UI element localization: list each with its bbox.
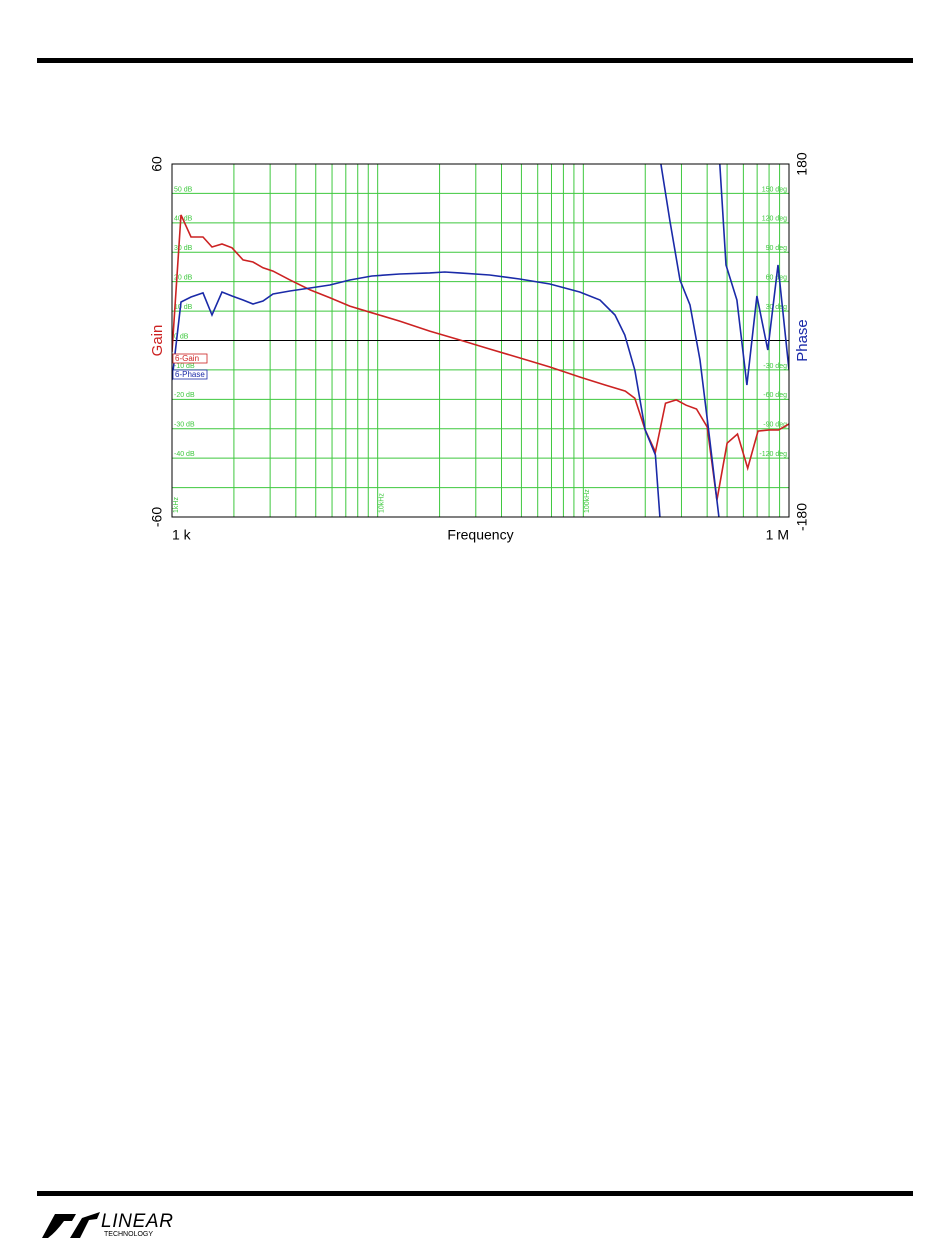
- top-rule: [37, 58, 913, 63]
- legend-label: 6-Gain: [175, 354, 199, 363]
- y2-grid-label: 120 deg: [762, 216, 787, 223]
- series-line: [172, 214, 789, 501]
- logo-subtext: TECHNOLOGY: [104, 1231, 153, 1238]
- y2-grid-label: -120 deg: [759, 451, 787, 458]
- y-grid-label: 10 dB: [174, 304, 193, 311]
- y-grid-label: 50 dB: [174, 186, 193, 193]
- y-grid-label: 20 dB: [174, 275, 193, 282]
- x-grid-label: 100kHz: [584, 489, 591, 513]
- y-grid-label: -10 dB: [174, 363, 195, 370]
- logo-mark: [70, 1212, 100, 1238]
- y-axis-title: Gain: [149, 325, 166, 357]
- series-line: [172, 164, 789, 517]
- logo-mark: [42, 1214, 76, 1238]
- legend-label: 6-Phase: [175, 370, 205, 379]
- y2-grid-label: 150 deg: [762, 186, 787, 193]
- x-grid-label: 10kHz: [379, 493, 386, 513]
- y2-tick-label: 180: [794, 152, 810, 176]
- logo: LINEAR TECHNOLOGY: [42, 1211, 173, 1238]
- plot-frame: [171, 163, 790, 518]
- y2-axis-title: Phase: [794, 319, 811, 362]
- x-axis-title: Frequency: [447, 527, 513, 543]
- y-grid-label: 30 dB: [174, 245, 193, 252]
- bottom-rule: [37, 1191, 913, 1196]
- y2-grid-label: 30 deg: [766, 304, 788, 311]
- y2-tick-label: -180: [794, 503, 810, 531]
- legend-box: [172, 369, 208, 380]
- x-tick-label: 1 M: [766, 527, 789, 543]
- y-grid-label: -30 dB: [174, 422, 195, 429]
- y-tick-label: -60: [149, 507, 165, 527]
- y2-grid-label: -90 deg: [763, 422, 787, 429]
- y-tick-label: 60: [149, 156, 165, 172]
- y-grid-label: -40 dB: [174, 451, 195, 458]
- y2-grid-label: 90 deg: [766, 245, 788, 252]
- x-tick-label: 1 k: [172, 527, 192, 543]
- x-grid-label: 1kHz: [173, 497, 180, 513]
- legend-box: [172, 353, 208, 364]
- y2-grid-label: -60 deg: [763, 392, 787, 399]
- y-grid-label: -20 dB: [174, 392, 195, 399]
- y2-grid-label: -30 deg: [763, 363, 787, 370]
- logo-text: LINEAR: [101, 1211, 173, 1232]
- y-grid-label: 0 dB: [174, 333, 189, 340]
